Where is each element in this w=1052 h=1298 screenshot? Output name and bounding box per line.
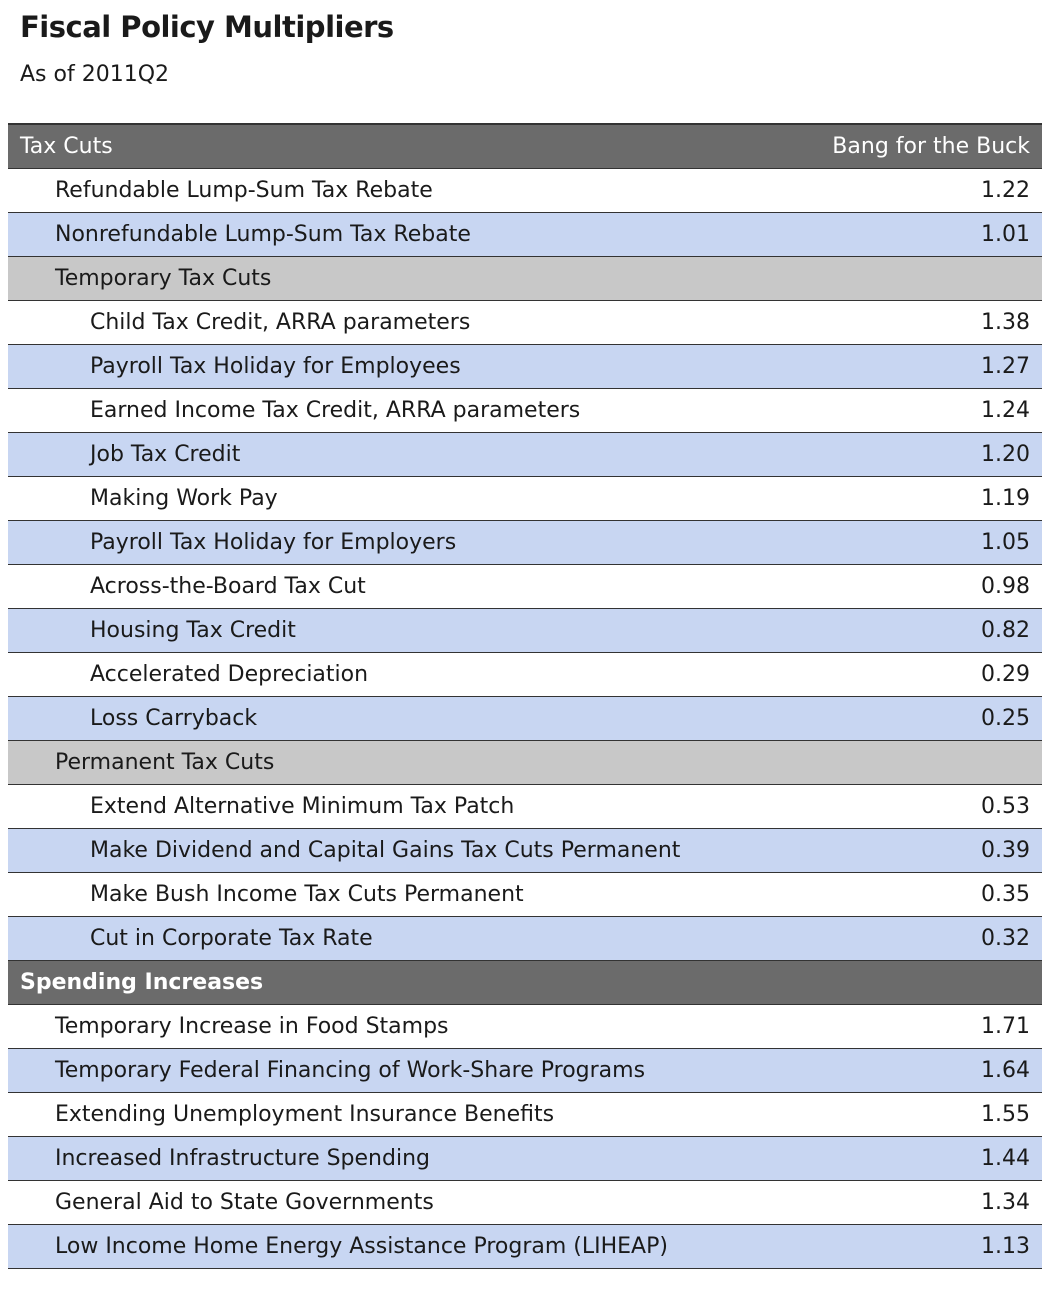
row-value: 0.35 [981, 882, 1030, 907]
section-header-row: Spending Increases [8, 961, 1042, 1005]
row-label: Earned Income Tax Credit, ARRA parameter… [90, 398, 581, 423]
row-value: 0.29 [981, 662, 1030, 687]
row-label: Make Bush Income Tax Cuts Permanent [90, 882, 524, 907]
row-value: 0.39 [981, 838, 1030, 863]
group-header-row: Temporary Tax Cuts [8, 257, 1042, 301]
table-header-row: Tax Cuts Bang for the Buck [8, 125, 1042, 169]
column-header-bang-for-the-buck: Bang for the Buck [832, 134, 1030, 159]
table-row: Refundable Lump-Sum Tax Rebate 1.22 [8, 169, 1042, 213]
table-row: Increased Infrastructure Spending 1.44 [8, 1137, 1042, 1181]
row-value: 1.05 [981, 530, 1030, 555]
table-row: Temporary Increase in Food Stamps 1.71 [8, 1005, 1042, 1049]
row-label: Cut in Corporate Tax Rate [90, 926, 373, 951]
row-value: 0.53 [981, 794, 1030, 819]
row-value: 1.44 [981, 1146, 1030, 1171]
row-label: Payroll Tax Holiday for Employees [90, 354, 461, 379]
row-value: 0.25 [981, 706, 1030, 731]
row-value: 1.13 [981, 1234, 1030, 1259]
table-row: Nonrefundable Lump-Sum Tax Rebate 1.01 [8, 213, 1042, 257]
row-heading: Spending Increases [20, 970, 264, 995]
row-value: 1.38 [981, 310, 1030, 335]
table-row: General Aid to State Governments 1.34 [8, 1181, 1042, 1225]
row-label: Increased Infrastructure Spending [55, 1146, 430, 1171]
table-row: Payroll Tax Holiday for Employees 1.27 [8, 345, 1042, 389]
table-row: Temporary Federal Financing of Work-Shar… [8, 1049, 1042, 1093]
row-label: Accelerated Depreciation [90, 662, 369, 687]
table-row: Housing Tax Credit 0.82 [8, 609, 1042, 653]
row-value: 0.98 [981, 574, 1030, 599]
table-row: Payroll Tax Holiday for Employers 1.05 [8, 521, 1042, 565]
row-label: Child Tax Credit, ARRA parameters [90, 310, 471, 335]
row-label: Temporary Federal Financing of Work-Shar… [55, 1058, 646, 1083]
row-value: 1.22 [981, 178, 1030, 203]
table-row: Child Tax Credit, ARRA parameters 1.38 [8, 301, 1042, 345]
row-label: Housing Tax Credit [90, 618, 296, 643]
table-row: Earned Income Tax Credit, ARRA parameter… [8, 389, 1042, 433]
group-header-row: Permanent Tax Cuts [8, 741, 1042, 785]
row-label: Payroll Tax Holiday for Employers [90, 530, 457, 555]
row-label: Extending Unemployment Insurance Benefit… [55, 1102, 555, 1127]
page-subtitle: As of 2011Q2 [20, 62, 170, 87]
table-row: Accelerated Depreciation 0.29 [8, 653, 1042, 697]
table-row: Extending Unemployment Insurance Benefit… [8, 1093, 1042, 1137]
table-row: Low Income Home Energy Assistance Progra… [8, 1225, 1042, 1269]
table-row: Cut in Corporate Tax Rate 0.32 [8, 917, 1042, 961]
row-value: 1.19 [981, 486, 1030, 511]
row-label: Across-the-Board Tax Cut [90, 574, 366, 599]
row-value: 1.27 [981, 354, 1030, 379]
table-row: Making Work Pay 1.19 [8, 477, 1042, 521]
row-label: Low Income Home Energy Assistance Progra… [55, 1234, 668, 1259]
row-label: Extend Alternative Minimum Tax Patch [90, 794, 515, 819]
row-heading: Permanent Tax Cuts [55, 750, 275, 775]
table-row: Across-the-Board Tax Cut 0.98 [8, 565, 1042, 609]
row-label: Making Work Pay [90, 486, 278, 511]
table-row: Make Dividend and Capital Gains Tax Cuts… [8, 829, 1042, 873]
column-header-tax-cuts: Tax Cuts [20, 134, 113, 159]
row-label: Nonrefundable Lump-Sum Tax Rebate [55, 222, 471, 247]
table-body: Refundable Lump-Sum Tax Rebate 1.22 Nonref… [8, 169, 1042, 1269]
table-row: Extend Alternative Minimum Tax Patch 0.53 [8, 785, 1042, 829]
row-value: 1.24 [981, 398, 1030, 423]
row-value: 1.01 [981, 222, 1030, 247]
table-row: Job Tax Credit 1.20 [8, 433, 1042, 477]
row-label: Loss Carryback [90, 706, 258, 731]
row-value: 0.32 [981, 926, 1030, 951]
row-value: 1.20 [981, 442, 1030, 467]
row-label: General Aid to State Governments [55, 1190, 434, 1215]
multipliers-table: Tax Cuts Bang for the Buck Refundable Lu… [8, 123, 1042, 1269]
row-value: 1.64 [981, 1058, 1030, 1083]
page-title: Fiscal Policy Multipliers [20, 10, 394, 44]
row-value: 0.82 [981, 618, 1030, 643]
row-value: 1.71 [981, 1014, 1030, 1039]
row-heading: Temporary Tax Cuts [55, 266, 272, 291]
row-label: Job Tax Credit [90, 442, 241, 467]
table-row: Loss Carryback 0.25 [8, 697, 1042, 741]
row-label: Refundable Lump-Sum Tax Rebate [55, 178, 433, 203]
row-label: Temporary Increase in Food Stamps [55, 1014, 449, 1039]
row-value: 1.34 [981, 1190, 1030, 1215]
row-label: Make Dividend and Capital Gains Tax Cuts… [90, 838, 681, 863]
row-value: 1.55 [981, 1102, 1030, 1127]
table-row: Make Bush Income Tax Cuts Permanent 0.35 [8, 873, 1042, 917]
